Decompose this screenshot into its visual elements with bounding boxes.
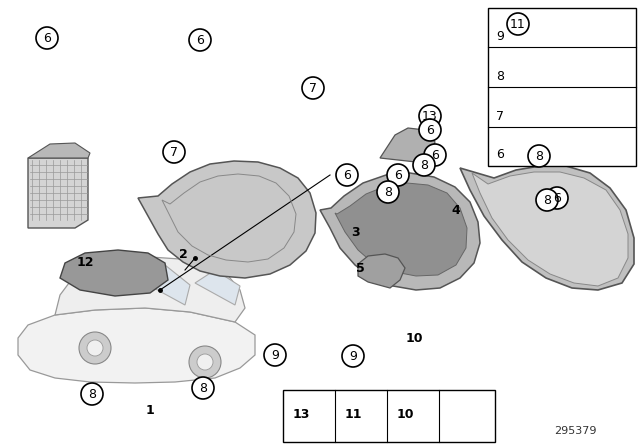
Circle shape <box>342 345 364 367</box>
Text: 7: 7 <box>496 109 504 122</box>
Polygon shape <box>55 257 245 322</box>
Polygon shape <box>60 250 168 296</box>
Polygon shape <box>18 308 255 383</box>
Text: 8: 8 <box>535 150 543 163</box>
Circle shape <box>163 141 185 163</box>
Text: 8: 8 <box>384 185 392 198</box>
Circle shape <box>536 189 558 211</box>
Text: 13: 13 <box>292 408 310 421</box>
Text: 6: 6 <box>196 34 204 47</box>
Text: 6: 6 <box>496 147 504 160</box>
Circle shape <box>189 346 221 378</box>
Text: 7: 7 <box>170 146 178 159</box>
Bar <box>283 390 495 442</box>
Circle shape <box>197 354 213 370</box>
Text: 9: 9 <box>271 349 279 362</box>
Text: 11: 11 <box>510 17 526 30</box>
Text: 5: 5 <box>356 262 364 275</box>
Text: 8: 8 <box>543 194 551 207</box>
Text: 6: 6 <box>43 31 51 44</box>
Circle shape <box>528 145 550 167</box>
Circle shape <box>79 332 111 364</box>
Text: 8: 8 <box>496 69 504 82</box>
Polygon shape <box>28 143 90 158</box>
Circle shape <box>419 105 441 127</box>
Circle shape <box>302 77 324 99</box>
Text: 1: 1 <box>146 404 154 417</box>
Polygon shape <box>472 172 628 286</box>
Circle shape <box>419 119 441 141</box>
Text: 10: 10 <box>405 332 423 345</box>
Text: 8: 8 <box>88 388 96 401</box>
Circle shape <box>192 377 214 399</box>
Polygon shape <box>138 161 316 278</box>
Text: 9: 9 <box>496 30 504 43</box>
Circle shape <box>189 29 211 51</box>
Polygon shape <box>358 254 405 288</box>
Text: 8: 8 <box>420 159 428 172</box>
Text: 8: 8 <box>199 382 207 395</box>
Circle shape <box>413 154 435 176</box>
Polygon shape <box>28 158 88 228</box>
Circle shape <box>546 187 568 209</box>
Text: 12: 12 <box>76 255 93 268</box>
Circle shape <box>387 164 409 186</box>
Polygon shape <box>130 265 190 305</box>
Circle shape <box>424 144 446 166</box>
Polygon shape <box>195 270 240 305</box>
Polygon shape <box>335 183 467 276</box>
Circle shape <box>507 13 529 35</box>
Polygon shape <box>460 166 634 290</box>
Text: 4: 4 <box>452 203 460 216</box>
Text: 11: 11 <box>344 408 362 421</box>
Text: 6: 6 <box>426 124 434 137</box>
Text: 13: 13 <box>422 109 438 122</box>
Circle shape <box>36 27 58 49</box>
Text: 3: 3 <box>351 225 359 238</box>
Circle shape <box>87 340 103 356</box>
Circle shape <box>264 344 286 366</box>
Text: 6: 6 <box>553 191 561 204</box>
Circle shape <box>377 181 399 203</box>
Circle shape <box>81 383 103 405</box>
Text: 9: 9 <box>349 349 357 362</box>
Text: 6: 6 <box>431 148 439 161</box>
Circle shape <box>336 164 358 186</box>
Polygon shape <box>380 128 435 162</box>
Text: 6: 6 <box>343 168 351 181</box>
Polygon shape <box>320 173 480 290</box>
Polygon shape <box>564 90 614 166</box>
Text: 295379: 295379 <box>554 426 596 436</box>
Text: 7: 7 <box>309 82 317 95</box>
Text: 10: 10 <box>396 408 413 421</box>
Bar <box>488 8 636 166</box>
Text: 2: 2 <box>179 247 188 260</box>
Text: 6: 6 <box>394 168 402 181</box>
